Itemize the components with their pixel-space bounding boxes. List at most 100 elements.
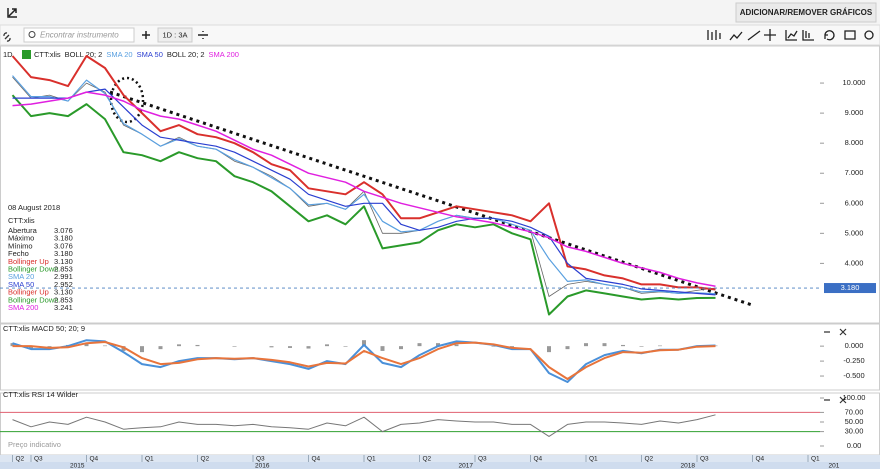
search-box[interactable] bbox=[23, 27, 135, 43]
histogram-bar bbox=[306, 346, 311, 349]
histogram-bar bbox=[195, 344, 200, 347]
period-label: 1D : 3A bbox=[162, 30, 187, 39]
info-value: 2.853 bbox=[54, 264, 73, 273]
legend-item: SMA 20 bbox=[106, 50, 132, 59]
y-tick-label: 50.00 bbox=[845, 417, 864, 426]
x-tick-label: Q2 bbox=[645, 456, 654, 463]
x-tick-label: Q3 bbox=[34, 456, 43, 463]
histogram-bar bbox=[565, 346, 570, 350]
y-tick-label: 70.00 bbox=[845, 407, 864, 416]
info-label: SMA 20 bbox=[8, 272, 34, 281]
info-value: 3.180 bbox=[54, 234, 73, 243]
series-line bbox=[12, 341, 716, 380]
panel-controls[interactable] bbox=[824, 328, 847, 404]
info-label: Abertura bbox=[8, 226, 38, 235]
x-tick-label: Q1 bbox=[145, 456, 154, 463]
y-tick-label: 100.00 bbox=[843, 393, 866, 402]
x-tick-label: Q2 bbox=[16, 456, 25, 463]
info-label: Bollinger Up bbox=[8, 257, 49, 266]
year-axis bbox=[0, 462, 880, 469]
price-panel bbox=[0, 45, 880, 324]
link-icon[interactable] bbox=[3, 32, 11, 42]
histogram-bar bbox=[177, 344, 181, 347]
info-symbol: CTT:xlis bbox=[8, 216, 35, 225]
year-label: 2018 bbox=[681, 463, 696, 469]
year-label: 2016 bbox=[255, 463, 270, 469]
year-label: 201 bbox=[829, 463, 840, 469]
compare-icon[interactable] bbox=[198, 31, 208, 39]
x-tick-label: Q4 bbox=[312, 456, 321, 463]
add-icon[interactable] bbox=[142, 31, 150, 39]
histogram-bar bbox=[269, 346, 274, 348]
histogram-bar bbox=[343, 346, 348, 347]
popout-icon[interactable] bbox=[7, 8, 17, 18]
histogram-bar bbox=[510, 346, 514, 348]
legend-item: SMA 50 bbox=[137, 50, 163, 59]
histogram-bar bbox=[47, 346, 52, 348]
histogram-bar bbox=[380, 346, 385, 351]
info-label: SMA 200 bbox=[8, 303, 38, 312]
histogram-bar bbox=[362, 340, 366, 347]
x-tick-label: Q1 bbox=[367, 456, 376, 463]
x-tick-label: Q3 bbox=[256, 456, 265, 463]
x-tick-label: Q3 bbox=[700, 456, 709, 463]
tool-icons[interactable] bbox=[707, 29, 874, 41]
histogram-bar bbox=[399, 346, 403, 350]
histogram-bar bbox=[140, 346, 144, 353]
info-label: Bollinger Down bbox=[8, 264, 58, 273]
info-value: 2.853 bbox=[54, 295, 73, 304]
x-tick-label: Q1 bbox=[811, 456, 820, 463]
highlight-circle[interactable] bbox=[109, 76, 145, 124]
histogram-bar bbox=[639, 346, 644, 347]
info-label: Máximo bbox=[8, 234, 34, 243]
y-tick-label: -0.250 bbox=[843, 356, 864, 365]
histogram-bar bbox=[547, 346, 551, 353]
histogram-bar bbox=[621, 344, 625, 347]
histogram-bar bbox=[121, 346, 126, 351]
histogram-bar bbox=[602, 343, 607, 347]
info-label: Fecho bbox=[8, 249, 29, 258]
legend-item: SMA 200 bbox=[209, 50, 239, 59]
x-tick-label: Q1 bbox=[589, 456, 598, 463]
add-chart-button[interactable] bbox=[735, 2, 877, 23]
y-tick-label: 0.000 bbox=[845, 341, 864, 350]
series-line bbox=[12, 88, 716, 296]
search-placeholder: Encontrar instrumento bbox=[40, 31, 119, 40]
x-tick-label: Q4 bbox=[756, 456, 765, 463]
legend-symbol: CTT:xlis bbox=[34, 50, 61, 59]
histogram-bar bbox=[584, 343, 588, 347]
legend-item: BOLL 20; 2 bbox=[167, 50, 205, 59]
histogram-bar bbox=[29, 346, 33, 350]
top-bar bbox=[0, 0, 880, 25]
series-line bbox=[11, 55, 716, 291]
info-value: 2.991 bbox=[54, 272, 73, 281]
year-label: 2015 bbox=[70, 463, 85, 469]
y-tick-label: 9.000 bbox=[845, 108, 864, 117]
info-label: SMA 50 bbox=[8, 280, 34, 289]
legend: CTT:xlis BOLL 20; 2 SMA 20 SMA 50 BOLL 20; 2… bbox=[34, 50, 239, 59]
search-icon bbox=[28, 31, 36, 38]
last-price-label: 3.180 bbox=[841, 283, 860, 292]
info-value: 2.952 bbox=[54, 280, 73, 289]
period-button[interactable] bbox=[157, 27, 193, 43]
footnote: Preço indicativo bbox=[8, 440, 61, 449]
y-tick-label: 30.00 bbox=[845, 427, 864, 436]
panel-title: CTT:xlis RSI 14 Wilder bbox=[3, 390, 79, 399]
info-panel: 08 August 2018 CTT:xlis Abertura 3.076 Máx… bbox=[8, 203, 73, 312]
info-date: 08 August 2018 bbox=[8, 203, 60, 212]
tool-row bbox=[0, 24, 880, 46]
trend-line[interactable] bbox=[109, 90, 753, 307]
histogram-bar bbox=[658, 345, 662, 347]
panel-title: CTT:xlis MACD 50; 20; 9 bbox=[3, 324, 85, 333]
y-tick-label: 10.000 bbox=[843, 78, 866, 87]
histogram-bar bbox=[417, 343, 422, 347]
series-line bbox=[12, 75, 716, 295]
histogram-bar bbox=[84, 343, 89, 347]
info-value: 3.130 bbox=[54, 288, 73, 297]
quarter-axis bbox=[0, 455, 880, 462]
x-tick-label: Q4 bbox=[534, 456, 543, 463]
rsi-panel bbox=[0, 392, 880, 456]
info-label: Mínimo bbox=[8, 241, 33, 250]
x-tick-label: Q3 bbox=[478, 456, 487, 463]
info-value: 3.076 bbox=[54, 226, 73, 235]
